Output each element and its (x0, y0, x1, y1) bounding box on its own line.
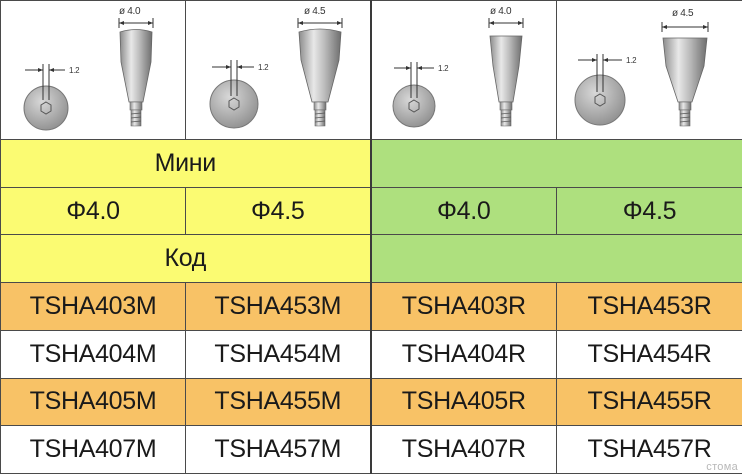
width-label-3: 1.2 (438, 64, 449, 73)
size-cell: Φ4.5 (185, 186, 372, 236)
watermark-text: стома (706, 461, 738, 473)
code-cell: TSHA454R (556, 329, 742, 379)
drawing-cell-4: 1.2 ø 4.5 (556, 0, 742, 141)
code-label: Код (0, 234, 372, 284)
drawing-cell-2: 1.2 ø 4.5 (185, 0, 372, 141)
code-cell: TSHA403R (370, 282, 557, 331)
table-row: TSHA407M TSHA457M TSHA407R TSHA457R (0, 425, 742, 474)
code-label-row: Код (0, 234, 742, 284)
size-cell: Φ4.0 (0, 186, 186, 236)
diameter-label-2: ø 4.5 (304, 6, 326, 17)
code-cell: TSHA455R (556, 377, 742, 427)
width-label-2: 1.2 (258, 63, 269, 72)
diameter-label-1: ø 4.0 (119, 6, 141, 17)
size-cell: Φ4.0 (370, 186, 557, 236)
table-row: TSHA403M TSHA453M TSHA403R TSHA453R (0, 282, 742, 331)
drawing-cell-3: 1.2 ø 4.0 (370, 0, 557, 141)
code-cell: TSHA407M (0, 425, 186, 474)
width-label-1: 1.2 (69, 66, 80, 75)
code-cell: TSHA457M (185, 425, 372, 474)
code-cell: TSHA455M (185, 377, 372, 427)
code-cell: TSHA407R (370, 425, 557, 474)
abutment-drawing-4: 1.2 ø 4.5 (574, 8, 708, 127)
code-cell: TSHA454M (185, 329, 372, 379)
width-label-4: 1.2 (626, 56, 637, 65)
code-cell: TSHA453M (185, 282, 372, 331)
abutment-drawing-1: 1.2 ø 4.0 (23, 6, 154, 131)
code-cell: TSHA404R (370, 329, 557, 379)
abutment-drawing-2: 1.2 ø 4.5 (209, 6, 343, 129)
code-cell: TSHA405R (370, 377, 557, 427)
code-cell: TSHA453R (556, 282, 742, 331)
size-cell: Φ4.5 (556, 186, 742, 236)
code-label-empty (370, 234, 742, 284)
drawing-row: 1.2 ø 4.0 (0, 0, 742, 141)
code-cell: TSHA457R (556, 425, 742, 474)
table-row: TSHA404M TSHA454M TSHA404R TSHA454R (0, 329, 742, 379)
group-row: Мини (0, 139, 742, 188)
drawing-cell-1: 1.2 ø 4.0 (0, 0, 186, 141)
size-row: Φ4.0 Φ4.5 Φ4.0 Φ4.5 (0, 186, 742, 236)
diameter-label-4: ø 4.5 (672, 8, 694, 19)
code-cell: TSHA404M (0, 329, 186, 379)
code-cell: TSHA403M (0, 282, 186, 331)
diameter-label-3: ø 4.0 (490, 6, 512, 17)
abutment-drawing-3: 1.2 ø 4.0 (392, 6, 524, 128)
table-row: TSHA405M TSHA455M TSHA405R TSHA455R (0, 377, 742, 427)
code-cell: TSHA405M (0, 377, 186, 427)
group-label-empty (370, 139, 742, 188)
group-label-mini: Мини (0, 139, 372, 188)
